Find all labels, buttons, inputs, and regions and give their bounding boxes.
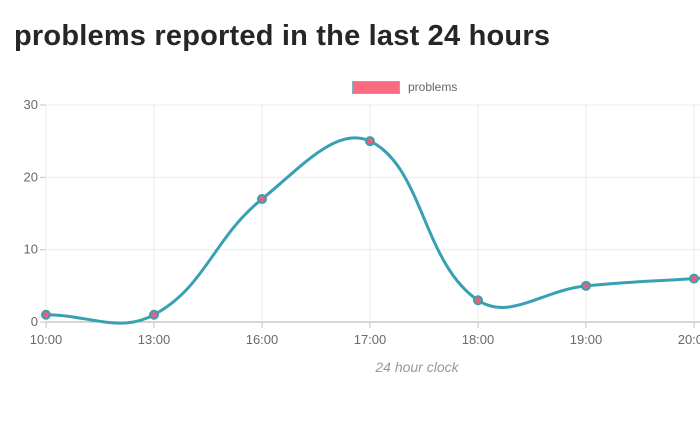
x-axis-title: 24 hour clock bbox=[374, 359, 459, 375]
x-tick-label: 13:00 bbox=[138, 332, 171, 347]
legend[interactable]: problems bbox=[352, 80, 457, 94]
x-tick-label: 20:00 bbox=[678, 332, 700, 347]
data-point[interactable] bbox=[149, 309, 159, 320]
x-tick-label: 10:00 bbox=[30, 332, 63, 347]
data-point[interactable] bbox=[689, 273, 699, 284]
data-point[interactable] bbox=[41, 309, 51, 320]
x-tick-label: 17:00 bbox=[354, 332, 387, 347]
y-tick-label: 30 bbox=[24, 97, 38, 112]
series-line bbox=[44, 136, 700, 325]
chart-title: problems reported in the last 24 hours bbox=[14, 20, 551, 52]
legend-color-box[interactable] bbox=[352, 80, 400, 94]
y-tick-label: 20 bbox=[24, 169, 38, 184]
legend-series-label: problems bbox=[408, 80, 458, 94]
data-point[interactable] bbox=[473, 295, 483, 306]
data-point[interactable] bbox=[365, 136, 375, 147]
data-point[interactable] bbox=[581, 280, 591, 291]
y-tick-label: 0 bbox=[31, 314, 38, 329]
x-tick-label: 19:00 bbox=[570, 332, 603, 347]
data-point[interactable] bbox=[257, 194, 267, 205]
y-tick-label: 10 bbox=[24, 242, 38, 257]
x-tick-label: 18:00 bbox=[462, 332, 495, 347]
x-tick-label: 16:00 bbox=[246, 332, 279, 347]
